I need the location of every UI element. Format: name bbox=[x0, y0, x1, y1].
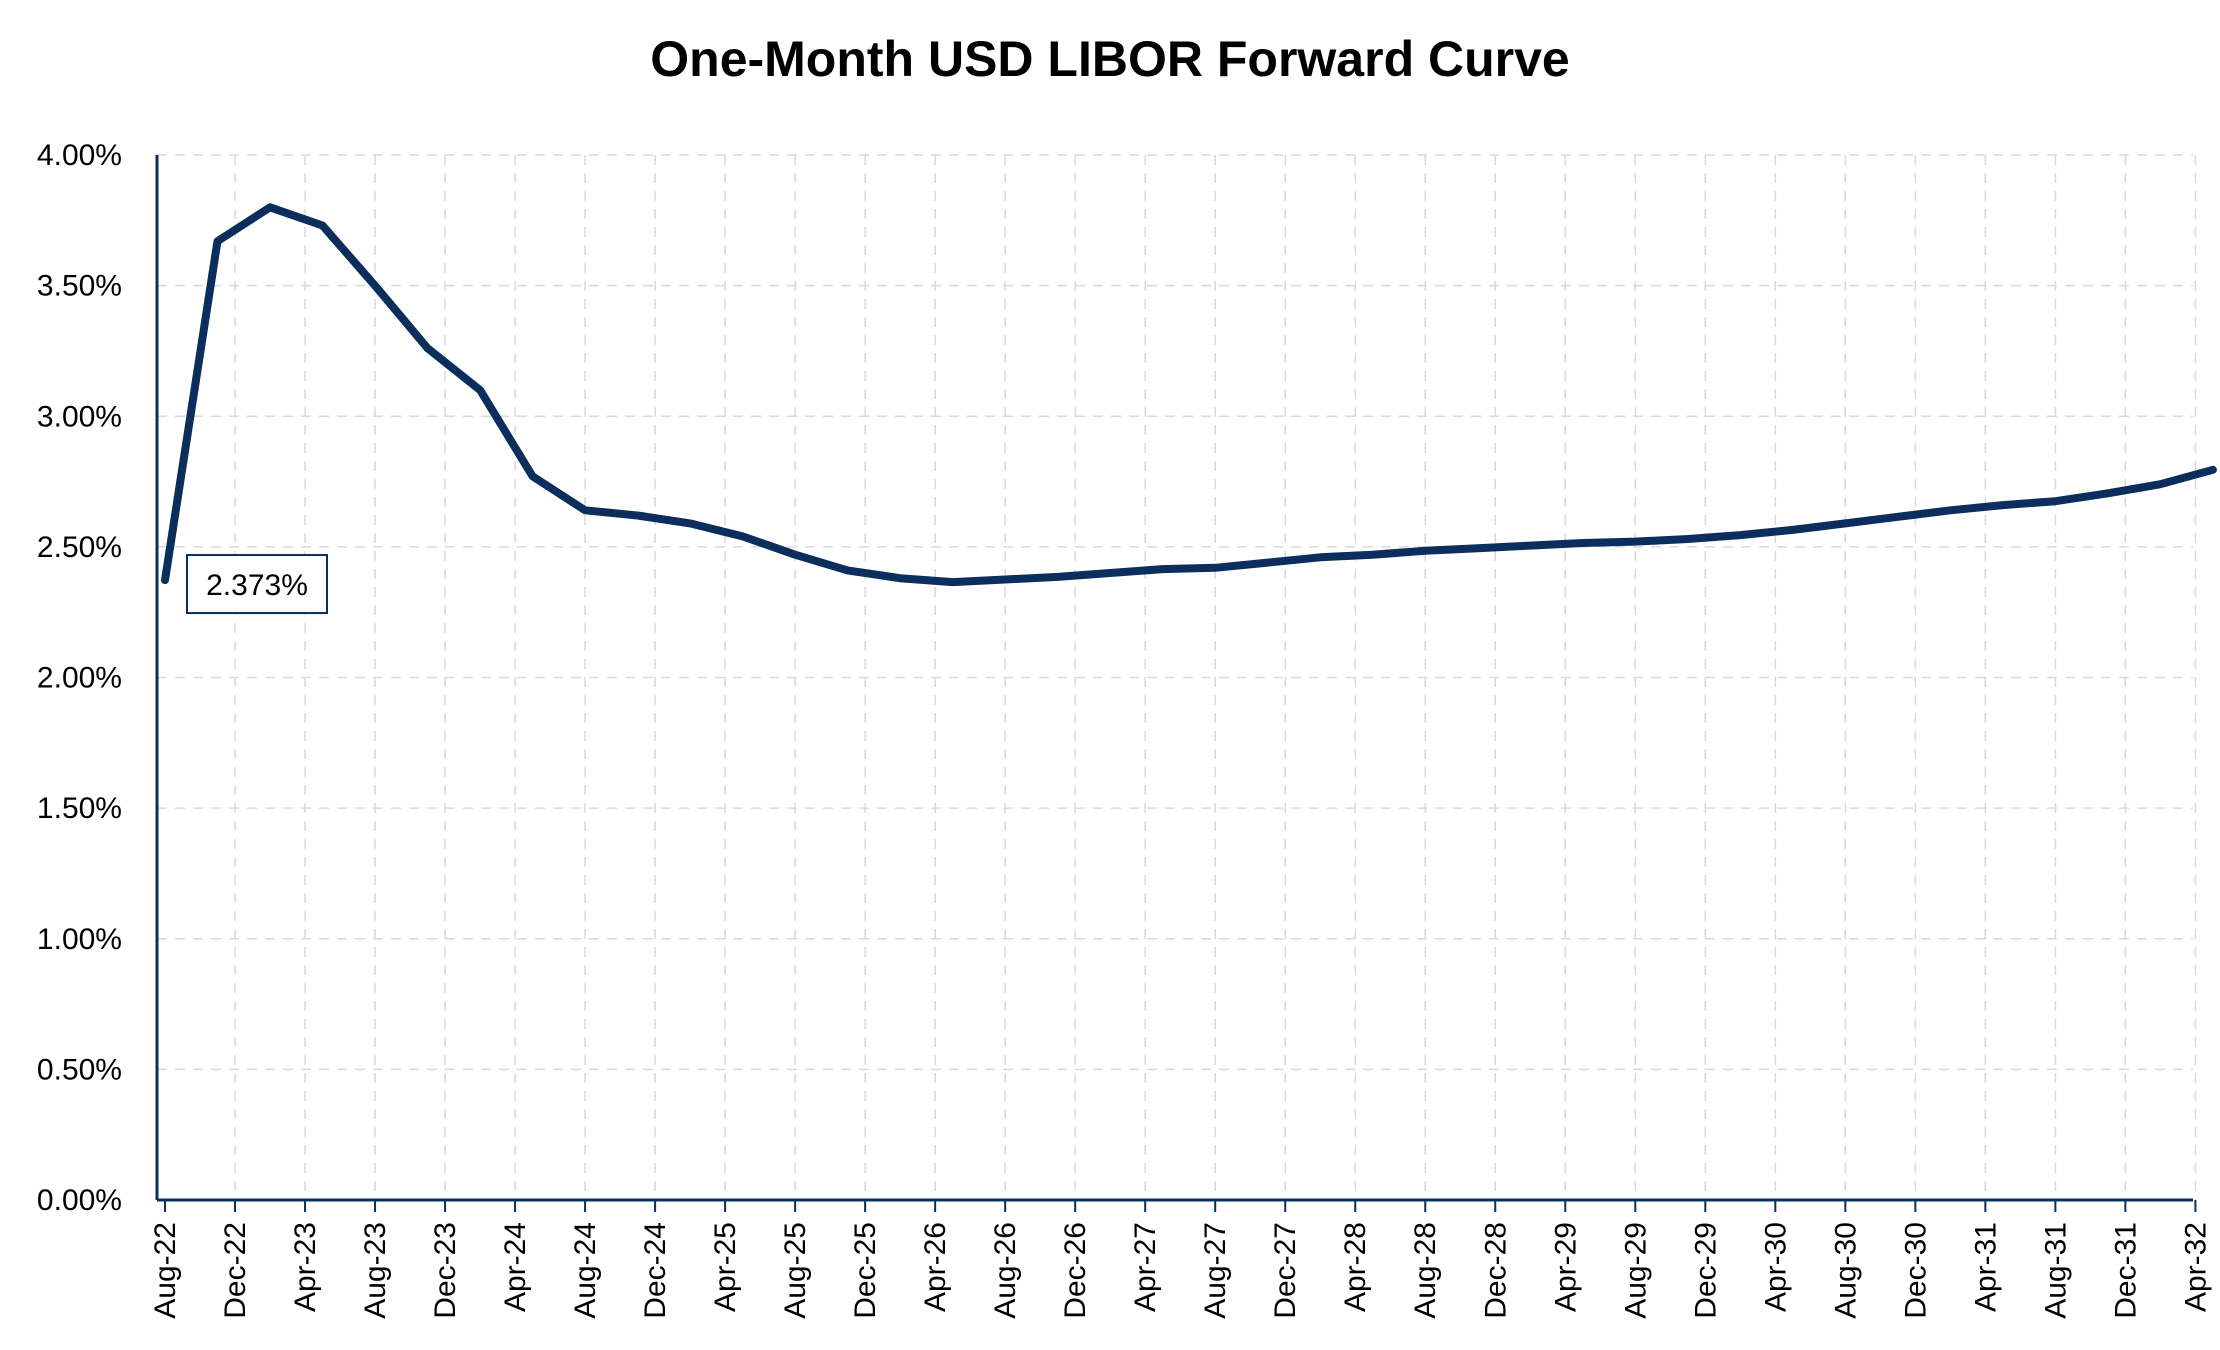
x-tick-label: Aug-27 bbox=[1199, 1222, 1232, 1319]
data-point bbox=[217, 240, 219, 242]
data-point bbox=[637, 515, 639, 517]
annotation-box bbox=[186, 554, 328, 615]
x-tick-label: Dec-25 bbox=[849, 1222, 882, 1319]
data-point bbox=[1057, 576, 1059, 578]
x-tick-label: Dec-24 bbox=[639, 1222, 672, 1319]
x-tick-label: Aug-31 bbox=[2039, 1222, 2072, 1319]
data-point bbox=[532, 475, 534, 477]
annotation-label: 2.373% bbox=[206, 569, 308, 602]
x-tick-label: Dec-28 bbox=[1479, 1222, 1512, 1319]
x-tick-label: Aug-23 bbox=[359, 1222, 392, 1319]
forward-curve-line bbox=[161, 203, 2217, 587]
data-point bbox=[2159, 483, 2161, 485]
data-point bbox=[2107, 492, 2109, 494]
data-point bbox=[2002, 504, 2004, 506]
data-point bbox=[1424, 550, 1426, 552]
data-point bbox=[1109, 572, 1111, 574]
y-tick-label: 4.00% bbox=[37, 139, 122, 172]
x-tick-label: Aug-22 bbox=[149, 1222, 182, 1319]
data-point bbox=[689, 522, 691, 524]
x-tick-label: Dec-31 bbox=[2109, 1222, 2142, 1319]
x-tick-label: Dec-27 bbox=[1269, 1222, 1302, 1319]
chart-title: One-Month USD LIBOR Forward Curve bbox=[650, 31, 1570, 87]
y-tick-label: 2.50% bbox=[37, 531, 122, 564]
x-tick-label: Dec-22 bbox=[219, 1222, 252, 1319]
x-tick-label: Aug-28 bbox=[1409, 1222, 1442, 1319]
x-tick-label: Apr-24 bbox=[499, 1222, 532, 1312]
data-point bbox=[899, 577, 901, 579]
x-tick-label: Dec-29 bbox=[1689, 1222, 1722, 1319]
x-tick-label: Apr-29 bbox=[1549, 1222, 1582, 1312]
x-tick-label: Aug-24 bbox=[569, 1222, 602, 1319]
x-tick-label: Apr-23 bbox=[289, 1222, 322, 1312]
y-tick-label: 1.50% bbox=[37, 792, 122, 825]
data-point bbox=[2212, 469, 2214, 471]
data-point bbox=[479, 389, 481, 391]
data-point bbox=[427, 347, 429, 349]
data-point bbox=[1844, 522, 1846, 524]
data-point bbox=[1739, 534, 1741, 536]
x-tick-label: Dec-26 bbox=[1059, 1222, 1092, 1319]
data-point bbox=[1897, 516, 1899, 518]
data-point bbox=[1792, 529, 1794, 531]
data-point bbox=[269, 206, 271, 208]
x-tick-label: Apr-27 bbox=[1129, 1222, 1162, 1312]
data-point bbox=[1319, 556, 1321, 558]
data-point bbox=[1162, 568, 1164, 570]
data-point bbox=[742, 535, 744, 537]
x-tick-label: Apr-30 bbox=[1759, 1222, 1792, 1312]
data-point bbox=[164, 579, 166, 581]
data-point bbox=[847, 569, 849, 571]
data-point bbox=[322, 225, 324, 227]
x-tick-label: Aug-30 bbox=[1829, 1222, 1862, 1319]
y-tick-label: 3.50% bbox=[37, 270, 122, 303]
x-tick-label: Apr-26 bbox=[919, 1222, 952, 1312]
data-point bbox=[1267, 562, 1269, 564]
data-point bbox=[1214, 567, 1216, 569]
x-tick-label: Aug-25 bbox=[779, 1222, 812, 1319]
data-point bbox=[2054, 500, 2056, 502]
x-tick-label: Aug-29 bbox=[1619, 1222, 1652, 1319]
x-tick-label: Dec-23 bbox=[429, 1222, 462, 1319]
x-tick-label: Apr-31 bbox=[1969, 1222, 2002, 1312]
data-point bbox=[1687, 538, 1689, 540]
data-point bbox=[1582, 542, 1584, 544]
data-point bbox=[1949, 509, 1951, 511]
data-point bbox=[1634, 541, 1636, 543]
x-tick-label: Apr-32 bbox=[2179, 1222, 2212, 1312]
data-point bbox=[1477, 547, 1479, 549]
y-tick-label: 1.00% bbox=[37, 923, 122, 956]
data-point bbox=[1004, 579, 1006, 581]
y-tick-label: 0.50% bbox=[37, 1053, 122, 1086]
y-tick-label: 2.00% bbox=[37, 662, 122, 695]
y-tick-label: 0.00% bbox=[37, 1184, 122, 1217]
data-point bbox=[952, 581, 954, 583]
data-point bbox=[794, 554, 796, 556]
y-tick-label: 3.00% bbox=[37, 400, 122, 433]
x-tick-label: Aug-26 bbox=[989, 1222, 1022, 1319]
x-tick-label: Apr-25 bbox=[709, 1222, 742, 1312]
x-tick-label: Apr-28 bbox=[1339, 1222, 1372, 1312]
data-point bbox=[1372, 554, 1374, 556]
data-point bbox=[1529, 545, 1531, 547]
x-tick-label: Dec-30 bbox=[1899, 1222, 1932, 1319]
data-point bbox=[584, 509, 586, 511]
data-point bbox=[374, 285, 376, 287]
